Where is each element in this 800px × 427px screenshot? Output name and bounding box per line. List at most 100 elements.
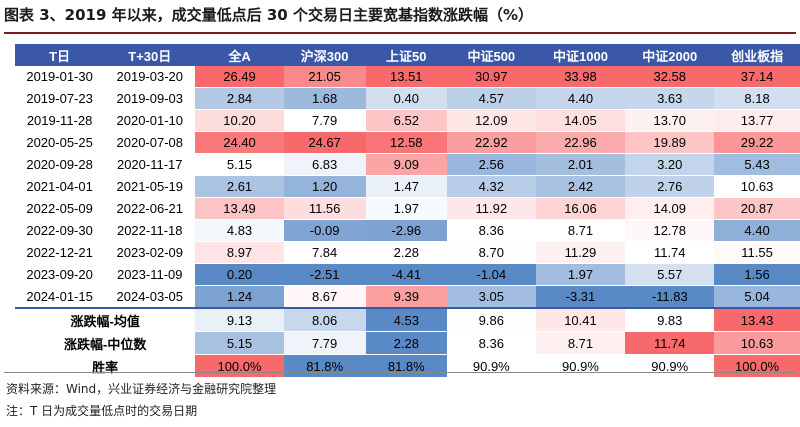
return-cell: 12.58 bbox=[365, 131, 448, 154]
header-cyb: 创业板指 bbox=[714, 44, 800, 66]
table-row: 2019-01-30 2019-03-20 26.49 21.05 13.51 30.97… bbox=[15, 66, 800, 88]
return-cell: -1.04 bbox=[447, 263, 536, 286]
return-cell: 33.98 bbox=[535, 66, 626, 88]
return-cell: 11.29 bbox=[535, 241, 626, 264]
summary-cell: 81.8% bbox=[283, 354, 366, 378]
index-return-table: T日 T+30日 全A 沪深300 上证50 中证500 中证1000 中证20… bbox=[15, 44, 800, 378]
return-cell: 2.56 bbox=[447, 153, 536, 176]
summary-cell: 90.9% bbox=[535, 354, 626, 378]
return-cell: 24.40 bbox=[195, 131, 284, 154]
return-cell: 5.43 bbox=[714, 153, 800, 176]
header-t-day: T日 bbox=[15, 44, 105, 66]
title-divider bbox=[4, 32, 796, 34]
return-cell: 5.57 bbox=[625, 263, 715, 286]
return-cell: 0.20 bbox=[195, 263, 284, 286]
return-cell: 7.84 bbox=[283, 241, 366, 264]
return-cell: 19.89 bbox=[625, 131, 715, 154]
return-cell: 9.39 bbox=[365, 285, 448, 309]
return-cell: 2.28 bbox=[365, 241, 448, 264]
summary-cell: 90.9% bbox=[447, 354, 536, 378]
t30-date-cell: 2022-06-21 bbox=[104, 197, 196, 220]
return-cell: 3.63 bbox=[625, 87, 715, 110]
return-cell: 12.78 bbox=[625, 219, 715, 242]
header-hs300: 沪深300 bbox=[283, 44, 366, 66]
summary-cell: 8.36 bbox=[447, 331, 536, 355]
return-cell: 7.79 bbox=[283, 109, 366, 132]
t30-date-cell: 2021-05-19 bbox=[104, 175, 196, 198]
return-cell: 2.42 bbox=[535, 175, 626, 198]
return-cell: 8.18 bbox=[714, 87, 800, 110]
header-sz50: 上证50 bbox=[365, 44, 448, 66]
return-cell: 6.52 bbox=[365, 109, 448, 132]
table-row: 2020-05-25 2020-07-08 24.40 24.67 12.58 22.92… bbox=[15, 131, 800, 154]
table-row: 2022-12-21 2023-02-09 8.97 7.84 2.28 8.70 11.2… bbox=[15, 241, 800, 264]
t-date-cell: 2022-09-30 bbox=[15, 219, 105, 242]
table-row: 2019-11-28 2020-01-10 10.20 7.79 6.52 12.09 14… bbox=[15, 109, 800, 132]
summary-cell: 10.41 bbox=[535, 307, 626, 332]
return-cell: 1.56 bbox=[714, 263, 800, 286]
summary-cell: 7.79 bbox=[283, 331, 366, 355]
return-cell: 29.22 bbox=[714, 131, 800, 154]
summary-cell: 4.53 bbox=[365, 307, 448, 332]
return-cell: 4.83 bbox=[195, 219, 284, 242]
return-cell: 0.40 bbox=[365, 87, 448, 110]
return-cell: 1.97 bbox=[535, 263, 626, 286]
summary-cell: 81.8% bbox=[365, 354, 448, 378]
return-cell: 2.76 bbox=[625, 175, 715, 198]
table-row: 2023-09-20 2023-11-09 0.20 -2.51 -4.41 -1.04 1… bbox=[15, 263, 800, 286]
return-cell: 5.04 bbox=[714, 285, 800, 309]
summary-cell: 11.74 bbox=[625, 331, 715, 355]
t30-date-cell: 2019-09-03 bbox=[104, 87, 196, 110]
summary-row: 涨跌幅-中位数 5.15 7.79 2.28 8.36 8.71 11.74 10.63 bbox=[15, 331, 800, 355]
return-cell: 2.01 bbox=[535, 153, 626, 176]
return-cell: 13.77 bbox=[714, 109, 800, 132]
header-zz1000: 中证1000 bbox=[535, 44, 626, 66]
table-row: 2021-04-01 2021-05-19 2.61 1.20 1.47 4.32 2.42… bbox=[15, 175, 800, 198]
return-cell: -11.83 bbox=[625, 285, 715, 309]
t-date-cell: 2020-09-28 bbox=[15, 153, 105, 176]
return-cell: 24.67 bbox=[283, 131, 366, 154]
return-cell: 3.05 bbox=[447, 285, 536, 309]
t30-date-cell: 2020-07-08 bbox=[104, 131, 196, 154]
summary-cell: 100.0% bbox=[714, 354, 800, 378]
header-all-a: 全A bbox=[195, 44, 284, 66]
return-cell: 4.32 bbox=[447, 175, 536, 198]
summary-label: 胜率 bbox=[15, 354, 196, 378]
return-cell: 32.58 bbox=[625, 66, 715, 88]
summary-cell: 90.9% bbox=[625, 354, 715, 378]
t30-date-cell: 2023-02-09 bbox=[104, 241, 196, 264]
return-cell: 1.20 bbox=[283, 175, 366, 198]
t-date-cell: 2020-05-25 bbox=[15, 131, 105, 154]
t-date-cell: 2021-04-01 bbox=[15, 175, 105, 198]
return-cell: -0.09 bbox=[283, 219, 366, 242]
return-cell: 16.06 bbox=[535, 197, 626, 220]
return-cell: 10.20 bbox=[195, 109, 284, 132]
return-cell: 8.67 bbox=[283, 285, 366, 309]
return-cell: 21.05 bbox=[283, 66, 366, 88]
footnote: 注：T 日为成交量低点时的交易日期 bbox=[6, 404, 198, 418]
header-zz2000: 中证2000 bbox=[625, 44, 715, 66]
t30-date-cell: 2019-03-20 bbox=[104, 66, 196, 88]
t30-date-cell: 2023-11-09 bbox=[104, 263, 196, 286]
t-date-cell: 2019-07-23 bbox=[15, 87, 105, 110]
return-cell: 1.97 bbox=[365, 197, 448, 220]
return-cell: 11.74 bbox=[625, 241, 715, 264]
summary-cell: 100.0% bbox=[195, 354, 284, 378]
return-cell: 2.61 bbox=[195, 175, 284, 198]
return-cell: 26.49 bbox=[195, 66, 284, 88]
return-cell: 2.84 bbox=[195, 87, 284, 110]
return-cell: 6.83 bbox=[283, 153, 366, 176]
return-cell: 37.14 bbox=[714, 66, 800, 88]
return-cell: -2.96 bbox=[365, 219, 448, 242]
summary-cell: 5.15 bbox=[195, 331, 284, 355]
summary-cell: 13.43 bbox=[714, 307, 800, 332]
header-t30-day: T+30日 bbox=[104, 44, 196, 66]
t-date-cell: 2019-11-28 bbox=[15, 109, 105, 132]
return-cell: 11.56 bbox=[283, 197, 366, 220]
t-date-cell: 2022-12-21 bbox=[15, 241, 105, 264]
table-row: 2019-07-23 2019-09-03 2.84 1.68 0.40 4.57 4.40… bbox=[15, 87, 800, 110]
t-date-cell: 2022-05-09 bbox=[15, 197, 105, 220]
summary-cell: 8.71 bbox=[535, 331, 626, 355]
summary-cell: 2.28 bbox=[365, 331, 448, 355]
return-cell: 10.63 bbox=[714, 175, 800, 198]
